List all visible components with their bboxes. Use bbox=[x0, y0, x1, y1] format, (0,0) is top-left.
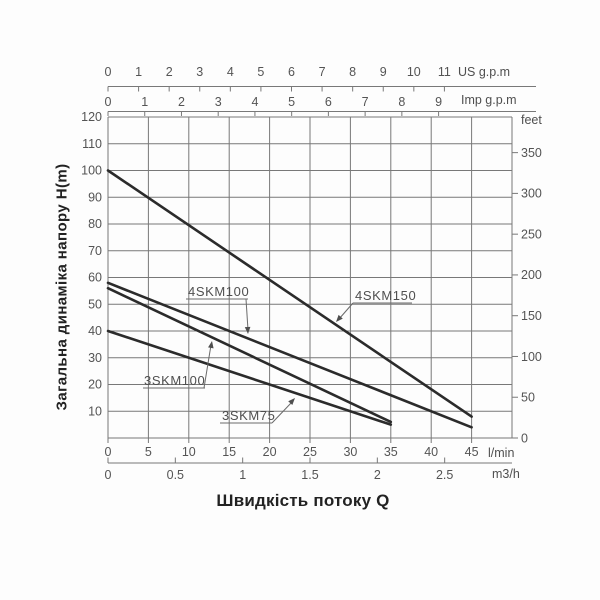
y-tick-label: 50 bbox=[88, 297, 102, 311]
us-gpm-tick-label: 10 bbox=[407, 65, 421, 79]
us-gpm-tick-label: 1 bbox=[135, 65, 142, 79]
feet-tick-label: 150 bbox=[521, 309, 542, 323]
x-tick-label: 20 bbox=[263, 445, 277, 459]
x-axis-title: Швидкість потоку Q bbox=[216, 491, 390, 510]
m3h-tick-label: 1.5 bbox=[301, 468, 318, 482]
y-tick-label: 120 bbox=[81, 110, 102, 124]
us-gpm-tick-label: 5 bbox=[257, 65, 264, 79]
feet-tick-label: 100 bbox=[521, 350, 542, 364]
x-tick-label: 10 bbox=[182, 445, 196, 459]
imp-gpm-tick-label: 4 bbox=[251, 95, 258, 109]
us-gpm-tick-label: 8 bbox=[349, 65, 356, 79]
imp-gpm-unit-label: Imp g.p.m bbox=[461, 93, 517, 107]
feet-tick-label: 50 bbox=[521, 391, 535, 405]
y-tick-label: 80 bbox=[88, 217, 102, 231]
curve-4SKM100 bbox=[106, 281, 473, 429]
imp-gpm-tick-label: 6 bbox=[325, 95, 332, 109]
y-tick-label: 20 bbox=[88, 378, 102, 392]
us-gpm-tick-label: 11 bbox=[438, 65, 451, 79]
leader-arrowhead bbox=[336, 314, 343, 322]
curve-label-4SKM100: 4SKM100 bbox=[188, 284, 249, 299]
y-tick-label: 40 bbox=[88, 324, 102, 338]
imp-gpm-tick-label: 0 bbox=[105, 95, 112, 109]
us-gpm-tick-label: 2 bbox=[166, 65, 173, 79]
imp-gpm-tick-label: 3 bbox=[215, 95, 222, 109]
x-tick-label: 30 bbox=[343, 445, 357, 459]
us-gpm-unit-label: US g.p.m bbox=[458, 65, 511, 79]
imp-gpm-tick-label: 2 bbox=[178, 95, 185, 109]
m3h-tick-label: 0.5 bbox=[167, 468, 184, 482]
curve-3SKM100 bbox=[106, 286, 393, 424]
imp-gpm-tick-label: 7 bbox=[362, 95, 369, 109]
y-axis-title: Загальна динаміка напору H(m) bbox=[53, 163, 71, 411]
feet-unit-label: feet bbox=[521, 113, 542, 127]
curve-label-4SKM150: 4SKM150 bbox=[355, 288, 416, 303]
us-gpm-tick-label: 3 bbox=[196, 65, 203, 79]
us-gpm-tick-label: 7 bbox=[319, 65, 326, 79]
curve-4SKM150 bbox=[106, 169, 473, 418]
y-tick-label: 70 bbox=[88, 244, 102, 258]
x-tick-label: 35 bbox=[384, 445, 398, 459]
x-tick-label: 40 bbox=[424, 445, 438, 459]
feet-tick-label: 300 bbox=[521, 187, 542, 201]
leader-arrowhead bbox=[208, 341, 214, 349]
y-tick-label: 100 bbox=[81, 164, 102, 178]
leader-arrowhead bbox=[288, 398, 295, 406]
curve-label-leader bbox=[203, 344, 212, 389]
lmin-unit-label: l/min bbox=[488, 446, 515, 460]
y-tick-label: 10 bbox=[88, 404, 102, 418]
x-tick-label: 45 bbox=[465, 445, 479, 459]
feet-tick-label: 350 bbox=[521, 146, 542, 160]
feet-tick-label: 250 bbox=[521, 227, 542, 241]
curve-label-leader bbox=[245, 298, 249, 331]
us-gpm-tick-label: 4 bbox=[227, 65, 234, 79]
x-tick-label: 0 bbox=[105, 445, 112, 459]
us-gpm-tick-label: 9 bbox=[380, 65, 387, 79]
curve-label-3SKM75: 3SKM75 bbox=[222, 408, 275, 423]
curve-label-leader bbox=[338, 302, 354, 320]
imp-gpm-tick-label: 8 bbox=[398, 95, 405, 109]
curve-3SKM75 bbox=[106, 329, 393, 426]
m3h-tick-label: 1 bbox=[239, 468, 246, 482]
m3h-tick-label: 0 bbox=[105, 468, 112, 482]
feet-tick-label: 200 bbox=[521, 268, 542, 282]
y-tick-label: 60 bbox=[88, 271, 102, 285]
x-tick-label: 5 bbox=[145, 445, 152, 459]
m3h-tick-label: 2 bbox=[374, 468, 381, 482]
curve-label-leader bbox=[271, 401, 293, 424]
x-tick-label: 15 bbox=[222, 445, 236, 459]
feet-tick-label: 0 bbox=[521, 431, 528, 445]
us-gpm-tick-label: 6 bbox=[288, 65, 295, 79]
curve-label-3SKM100: 3SKM100 bbox=[144, 373, 205, 388]
leader-arrowhead bbox=[244, 326, 251, 334]
y-tick-label: 30 bbox=[88, 351, 102, 365]
imp-gpm-tick-label: 1 bbox=[141, 95, 148, 109]
x-tick-label: 25 bbox=[303, 445, 317, 459]
imp-gpm-tick-label: 9 bbox=[435, 95, 442, 109]
m3h-tick-label: 2.5 bbox=[436, 468, 453, 482]
imp-gpm-tick-label: 5 bbox=[288, 95, 295, 109]
us-gpm-tick-label: 0 bbox=[105, 65, 112, 79]
y-tick-label: 110 bbox=[82, 137, 102, 151]
m3h-unit-label: m3/h bbox=[492, 467, 520, 481]
y-tick-label: 90 bbox=[88, 190, 102, 204]
